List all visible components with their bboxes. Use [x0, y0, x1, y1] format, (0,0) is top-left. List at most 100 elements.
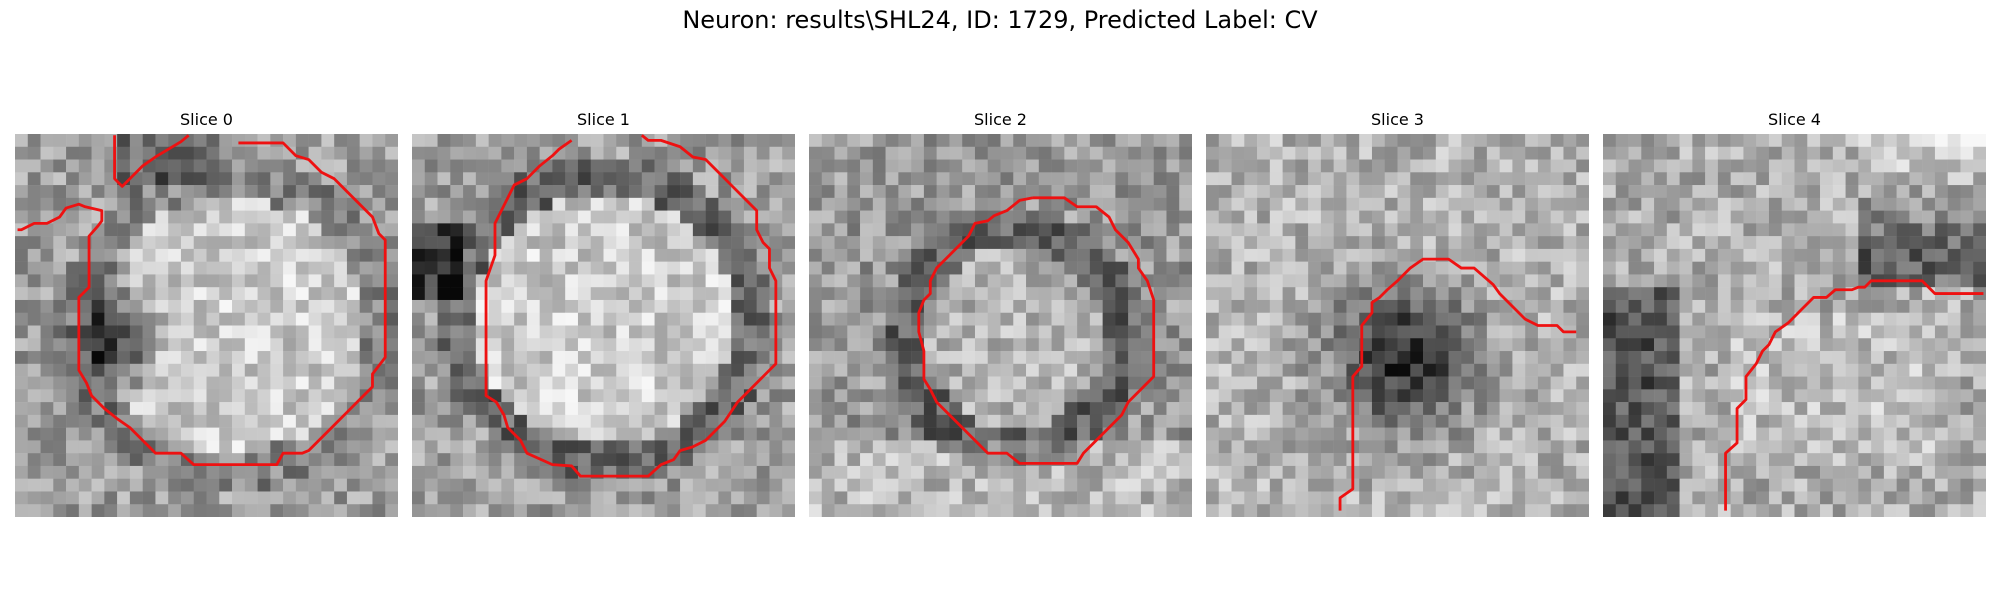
image-pixel [1051, 325, 1065, 339]
image-pixel [1346, 261, 1360, 275]
image-pixel [1333, 185, 1347, 199]
image-pixel [1563, 274, 1577, 288]
image-pixel [450, 274, 464, 288]
image-pixel [860, 325, 874, 339]
image-pixel [923, 440, 937, 454]
image-pixel [117, 299, 131, 313]
image-pixel [1269, 389, 1283, 403]
image-pixel [1257, 134, 1271, 148]
image-pixel [872, 159, 886, 173]
image-pixel [1423, 376, 1437, 390]
image-pixel [385, 146, 398, 160]
image-pixel [667, 312, 681, 326]
image-pixel [1333, 134, 1347, 148]
image-pixel [743, 236, 757, 250]
image-pixel [1166, 478, 1180, 492]
slice-image [15, 134, 398, 517]
image-pixel [847, 312, 861, 326]
image-pixel [129, 389, 143, 403]
image-pixel [1206, 197, 1220, 211]
image-pixel [629, 402, 643, 416]
image-pixel [1089, 236, 1103, 250]
image-pixel [1166, 389, 1180, 403]
image-pixel [1499, 453, 1513, 467]
image-pixel [53, 338, 67, 352]
image-pixel [629, 325, 643, 339]
image-pixel [1563, 159, 1577, 173]
image-pixel [590, 236, 604, 250]
image-pixel [334, 389, 348, 403]
image-pixel [1423, 389, 1437, 403]
image-pixel [911, 376, 925, 390]
image-pixel [1768, 134, 1782, 148]
image-pixel [155, 363, 169, 377]
image-pixel [53, 299, 67, 313]
image-pixel [359, 440, 373, 454]
image-pixel [346, 223, 360, 237]
image-pixel [1026, 363, 1040, 377]
image-pixel [1654, 325, 1668, 339]
image-pixel [641, 453, 655, 467]
image-pixel [1756, 236, 1770, 250]
image-pixel [1692, 248, 1706, 262]
image-pixel [1218, 299, 1232, 313]
image-pixel [1909, 351, 1923, 365]
image-pixel [756, 146, 770, 160]
image-pixel [1934, 299, 1948, 313]
image-pixel [1179, 299, 1192, 313]
image-pixel [526, 376, 540, 390]
image-pixel [1603, 414, 1617, 428]
image-pixel [1960, 172, 1974, 186]
image-pixel [911, 465, 925, 479]
image-pixel [654, 185, 668, 199]
image-pixel [488, 427, 502, 441]
image-pixel [1282, 389, 1296, 403]
image-pixel [731, 287, 745, 301]
image-pixel [1461, 363, 1475, 377]
image-pixel [603, 351, 617, 365]
image-pixel [283, 427, 297, 441]
image-pixel [987, 146, 1001, 160]
image-pixel [1269, 261, 1283, 275]
image-pixel [962, 389, 976, 403]
image-pixel [514, 453, 528, 467]
image-pixel [1282, 325, 1296, 339]
image-pixel [193, 236, 207, 250]
image-pixel [206, 402, 220, 416]
image-pixel [1140, 465, 1154, 479]
image-pixel [1563, 134, 1577, 148]
image-pixel [1295, 478, 1309, 492]
image-pixel [1077, 287, 1091, 301]
image-pixel [1576, 440, 1589, 454]
image-pixel [1512, 146, 1526, 160]
image-pixel [898, 389, 912, 403]
image-pixel [1333, 389, 1347, 403]
image-pixel [1603, 427, 1617, 441]
image-pixel [270, 465, 284, 479]
image-pixel [629, 478, 643, 492]
image-pixel [15, 389, 29, 403]
image-pixel [1448, 389, 1462, 403]
image-pixel [974, 223, 988, 237]
image-pixel [1077, 504, 1091, 517]
image-pixel [53, 197, 67, 211]
image-pixel [898, 478, 912, 492]
image-pixel [769, 197, 783, 211]
image-pixel [1244, 465, 1258, 479]
image-pixel [206, 363, 220, 377]
image-pixel [450, 351, 464, 365]
image-pixel [1743, 351, 1757, 365]
image-pixel [1218, 185, 1232, 199]
image-pixel [450, 159, 464, 173]
image-pixel [91, 299, 105, 313]
image-pixel [1781, 274, 1795, 288]
image-pixel [334, 427, 348, 441]
image-pixel [1628, 146, 1642, 160]
image-pixel [1282, 338, 1296, 352]
image-pixel [1871, 338, 1885, 352]
image-pixel [1013, 478, 1027, 492]
image-pixel [193, 363, 207, 377]
image-pixel [424, 159, 438, 173]
image-pixel [1295, 376, 1309, 390]
image-pixel [1871, 287, 1885, 301]
